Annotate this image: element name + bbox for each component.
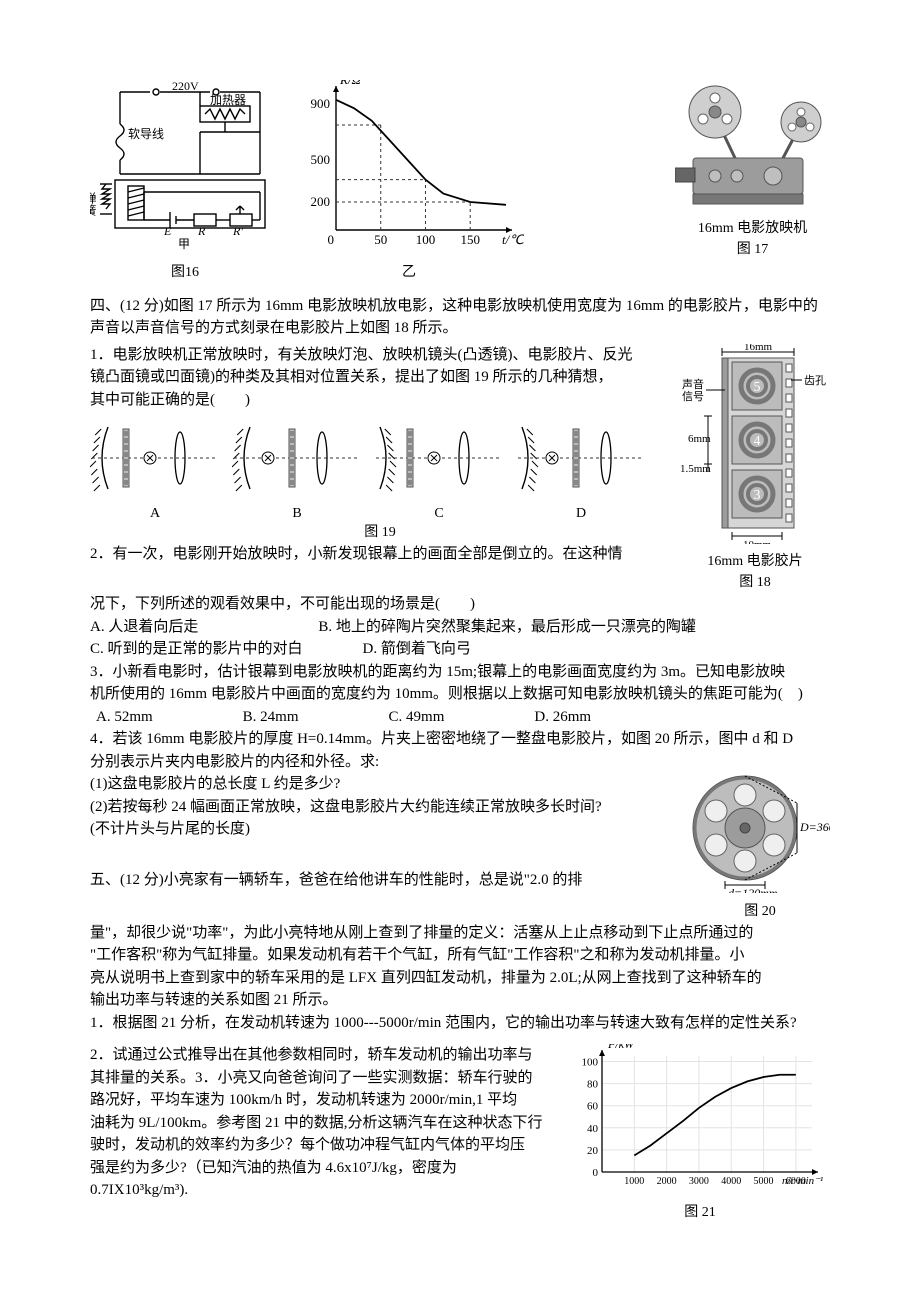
rt-graph: 200 500 900 0 50 100 150 R/Ω t/℃: [294, 80, 524, 250]
circuit-softwire-label: 软导线: [128, 127, 164, 141]
projector-image: [675, 80, 830, 210]
film-strip: 16mm 5 4 3 声音信号 齿孔 6mm 1.5mm 10mm: [680, 344, 830, 544]
circuit-R0: R: [197, 224, 206, 238]
q5-intro-0: 五、(12 分)小亮家有一辆轿车，爸爸在给他讲车的性能时，总是说"2.0 的排: [90, 869, 682, 892]
q4-3-line2: 机所使用的 16mm 电影胶片中画面的宽度约为 10mm。则根据以上数据可知电影…: [90, 683, 830, 706]
fig18-caption: 图 18: [680, 572, 830, 593]
q5-2-2: 路况好，平均车速为 100km/h 时，发动机转速为 2000r/min,1 平…: [90, 1089, 560, 1112]
svg-text:5: 5: [754, 380, 761, 395]
svg-text:P/kW: P/kW: [607, 1044, 635, 1051]
svg-text:10mm: 10mm: [743, 539, 772, 544]
q5-1: 1．根据图 21 分析，在发动机转速为 1000---5000r/min 范围内…: [90, 1012, 830, 1035]
svg-text:0: 0: [593, 1167, 599, 1179]
q4-3-c: C. 49mm: [389, 706, 445, 729]
svg-text:信号: 信号: [682, 390, 704, 403]
option-label: D: [516, 503, 646, 524]
option-D: D: [516, 415, 646, 524]
q4-4-sub2: (2)若按每秒 24 幅画面正常放映，这盘电影胶片大约能连续正常放映多长时间?: [90, 796, 682, 819]
svg-text:900: 900: [311, 96, 331, 111]
q5-intro-2: "工作客积"称为气缸排量。如果发动机有若干个气缸，所有气缸"工作容积"之和称为发…: [90, 944, 830, 967]
svg-text:100: 100: [582, 1057, 599, 1069]
q4-2-c: C. 听到的是正常的影片中的对白: [90, 641, 303, 657]
svg-text:0: 0: [328, 232, 335, 247]
svg-text:R/Ω: R/Ω: [339, 80, 361, 87]
q4-4-line2: 分别表示片夹内电影胶片的内径和外径。求:: [90, 751, 830, 774]
svg-text:16mm: 16mm: [744, 344, 773, 353]
q4-4-sub3: (不计片头与片尾的长度): [90, 818, 682, 841]
projector-title: 16mm 电影放映机: [675, 218, 830, 239]
svg-text:5000: 5000: [754, 1176, 774, 1187]
svg-text:60: 60: [587, 1101, 599, 1113]
power-chart: 204060801000100020003000400050006000P/kW…: [570, 1044, 830, 1194]
fig21-caption: 图 21: [570, 1202, 830, 1223]
film-reel: D=360mm d=120mm: [690, 773, 830, 893]
q4-2-line1: 2．有一次，电影刚开始放映时，小新发现银幕上的画面全部是倒立的。在这种情: [90, 543, 670, 566]
option-B: B: [232, 415, 362, 524]
svg-text:50: 50: [374, 232, 387, 247]
svg-text:1000: 1000: [624, 1176, 644, 1187]
q5-2-5: 强是约为多少?（已知汽油的热值为 4.6x10⁷J/kg，密度为: [90, 1157, 560, 1180]
svg-text:20: 20: [587, 1145, 599, 1157]
svg-text:6mm: 6mm: [688, 433, 711, 445]
q4-3-d: D. 26mm: [534, 706, 591, 729]
q4-4-line1: 4．若该 16mm 电影胶片的厚度 H=0.14mm。片夹上密密地绕了一整盘电影…: [90, 728, 830, 751]
q5-intro-3: 亮从说明书上查到家中的轿车采用的是 LFX 直列四缸发动机，排量为 2.0L;从…: [90, 967, 830, 990]
q4-1-line3: 其中可能正确的是( ): [90, 389, 670, 412]
fig20-caption: 图 20: [690, 901, 830, 922]
q4-2-a: A. 人退着向后走: [90, 619, 198, 635]
svg-text:40: 40: [587, 1123, 599, 1135]
svg-text:2000: 2000: [657, 1176, 677, 1187]
svg-text:t/℃: t/℃: [502, 232, 524, 247]
option-C: C: [374, 415, 504, 524]
fig19-caption: 图 19: [90, 522, 670, 543]
option-A: A: [90, 415, 220, 524]
q4-3-line1: 3．小新看电影时，估计银幕到电影放映机的距离约为 15m;银幕上的电影画面宽度约…: [90, 661, 830, 684]
circuit-spring-label: 弹簧: [90, 192, 97, 216]
svg-text:齿孔: 齿孔: [804, 374, 826, 387]
svg-text:150: 150: [460, 232, 480, 247]
svg-text:200: 200: [311, 194, 331, 209]
option-label: C: [374, 503, 504, 524]
svg-text:4000: 4000: [721, 1176, 741, 1187]
q4-2-line2: 况下，下列所述的观看效果中，不可能出现的场景是( ): [90, 593, 830, 616]
svg-text:声音: 声音: [682, 377, 704, 391]
circuit-Rprime: R': [232, 224, 243, 238]
q4-intro: 四、(12 分)如图 17 所示为 16mm 电影放映机放电影，这种电影放映机使…: [90, 295, 830, 340]
svg-text:80: 80: [587, 1079, 599, 1091]
reel-D-label: D=360mm: [799, 820, 830, 834]
fig16-caption: 图16: [90, 258, 280, 283]
option-label: A: [90, 503, 220, 524]
q4-2-b: B. 地上的碎陶片突然聚集起来，最后形成一只漂亮的陶罐: [318, 619, 696, 635]
circuit-E: E: [163, 224, 172, 238]
svg-text:n/r·min⁻¹: n/r·min⁻¹: [782, 1175, 823, 1187]
q5-2-1: 其排量的关系。3．小亮又向爸爸询问了一些实测数据：轿车行驶的: [90, 1067, 560, 1090]
circuit-heater-label: 加热器: [210, 93, 246, 107]
svg-text:500: 500: [311, 152, 331, 167]
svg-text:100: 100: [416, 232, 436, 247]
circuit-sublabel: 甲: [178, 237, 190, 250]
film-title: 16mm 电影胶片: [680, 551, 830, 572]
option-label: B: [232, 503, 362, 524]
q4-3-a: A. 52mm: [96, 706, 153, 729]
q4-1-line1: 1．电影放映机正常放映时，有关放映灯泡、放映机镜头(凸透镜)、电影胶片、反光: [90, 344, 670, 367]
svg-text:4: 4: [754, 434, 761, 449]
rt-sublabel: 乙: [294, 258, 524, 283]
q5-intro-1: 量"，却很少说"功率"，为此小亮特地从刚上查到了排量的定义：活塞从上止点移动到下…: [90, 922, 830, 945]
q5-2-4: 驶时，发动机的效率约为多少？每个做功冲程气缸内气体的平均压: [90, 1134, 560, 1157]
q5-2-3: 油耗为 9L/100km。参考图 21 中的数据,分析这辆汽车在这种状态下行: [90, 1112, 560, 1135]
circuit-voltage: 220V: [172, 80, 199, 93]
q5-2-0: 2．试通过公式推导出在其他参数相同时，轿车发动机的输出功率与: [90, 1044, 560, 1067]
reel-d-label: d=120mm: [728, 886, 778, 893]
circuit-diagram: 220V 加热器 软导线 弹簧 E R R' 甲: [90, 80, 280, 250]
q4-1-line2: 镜凸面镜或凹面镜)的种类及其相对位置关系，提出了如图 19 所示的几种猜想，: [90, 366, 670, 389]
q4-3-b: B. 24mm: [243, 706, 299, 729]
q5-intro-4: 输出功率与转速的关系如图 21 所示。: [90, 989, 830, 1012]
svg-text:3: 3: [754, 488, 761, 503]
svg-text:3000: 3000: [689, 1176, 709, 1187]
fig17-caption: 图 17: [675, 239, 830, 260]
q4-2-d: D. 箭倒着飞向弓: [363, 641, 471, 657]
q4-4-sub1: (1)这盘电影胶片的总长度 L 约是多少?: [90, 773, 682, 796]
q5-2-6: 0.7IX10³kg/m³).: [90, 1179, 560, 1202]
svg-text:1.5mm: 1.5mm: [680, 463, 711, 475]
